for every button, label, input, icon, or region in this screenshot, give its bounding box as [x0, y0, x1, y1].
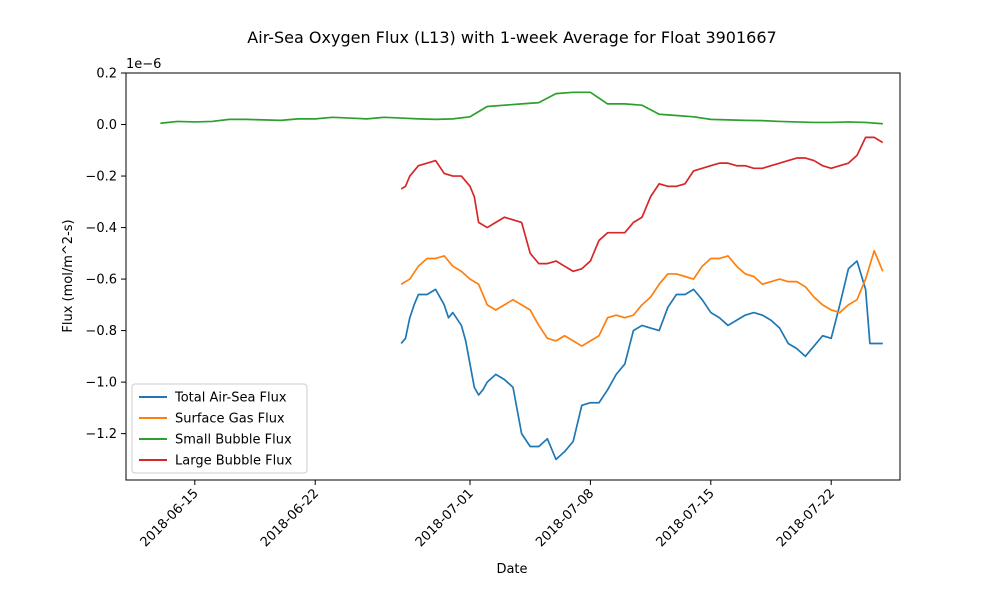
plot-area — [160, 91, 884, 461]
series-line-large-bubble-flux — [400, 136, 884, 273]
x-axis-title: Date — [496, 562, 527, 577]
y-tick-label: −1.0 — [85, 376, 117, 391]
y-offset-label: 1e−6 — [126, 57, 161, 72]
series-line-small-bubble-flux — [160, 91, 883, 125]
plot-frame — [125, 72, 901, 481]
x-tick-label: 2018-07-22 — [774, 486, 838, 550]
y-axis: 0.2 0.0 −0.2 −0.4 −0.6 −0.8 −1.0 −1.2 — [85, 67, 126, 442]
x-tick-label: 2018-07-08 — [533, 486, 597, 550]
x-tick-label: 2018-07-15 — [654, 486, 718, 550]
legend-label: Large Bubble Flux — [175, 454, 292, 469]
x-tick-label: 2018-06-22 — [258, 486, 322, 550]
y-axis-title: Flux (mol/m^2-s) — [61, 219, 76, 332]
y-tick-label: −0.8 — [85, 324, 117, 339]
legend: Total Air-Sea Flux Surface Gas Flux Small … — [131, 383, 308, 474]
series-line-total-air-sea-flux — [400, 260, 883, 461]
legend-box — [131, 383, 308, 474]
chart-title: Air-Sea Oxygen Flux (L13) with 1-week Av… — [247, 28, 776, 47]
x-tick-label: 2018-06-15 — [138, 486, 202, 550]
x-axis: 2018-06-15 2018-06-22 2018-07-01 2018-07-08… — [138, 480, 838, 550]
series-line-surface-gas-flux — [400, 249, 884, 347]
y-tick-label: −1.2 — [85, 427, 117, 442]
y-tick-label: −0.4 — [85, 221, 117, 236]
y-tick-label: −0.6 — [85, 273, 117, 288]
y-tick-label: 0.0 — [96, 118, 117, 133]
x-tick-label: 2018-07-01 — [413, 486, 477, 550]
legend-label: Surface Gas Flux — [175, 412, 285, 427]
legend-label: Total Air-Sea Flux — [174, 391, 287, 406]
y-tick-label: 0.2 — [96, 67, 117, 82]
y-tick-label: −0.2 — [85, 170, 117, 185]
legend-label: Small Bubble Flux — [175, 433, 292, 448]
